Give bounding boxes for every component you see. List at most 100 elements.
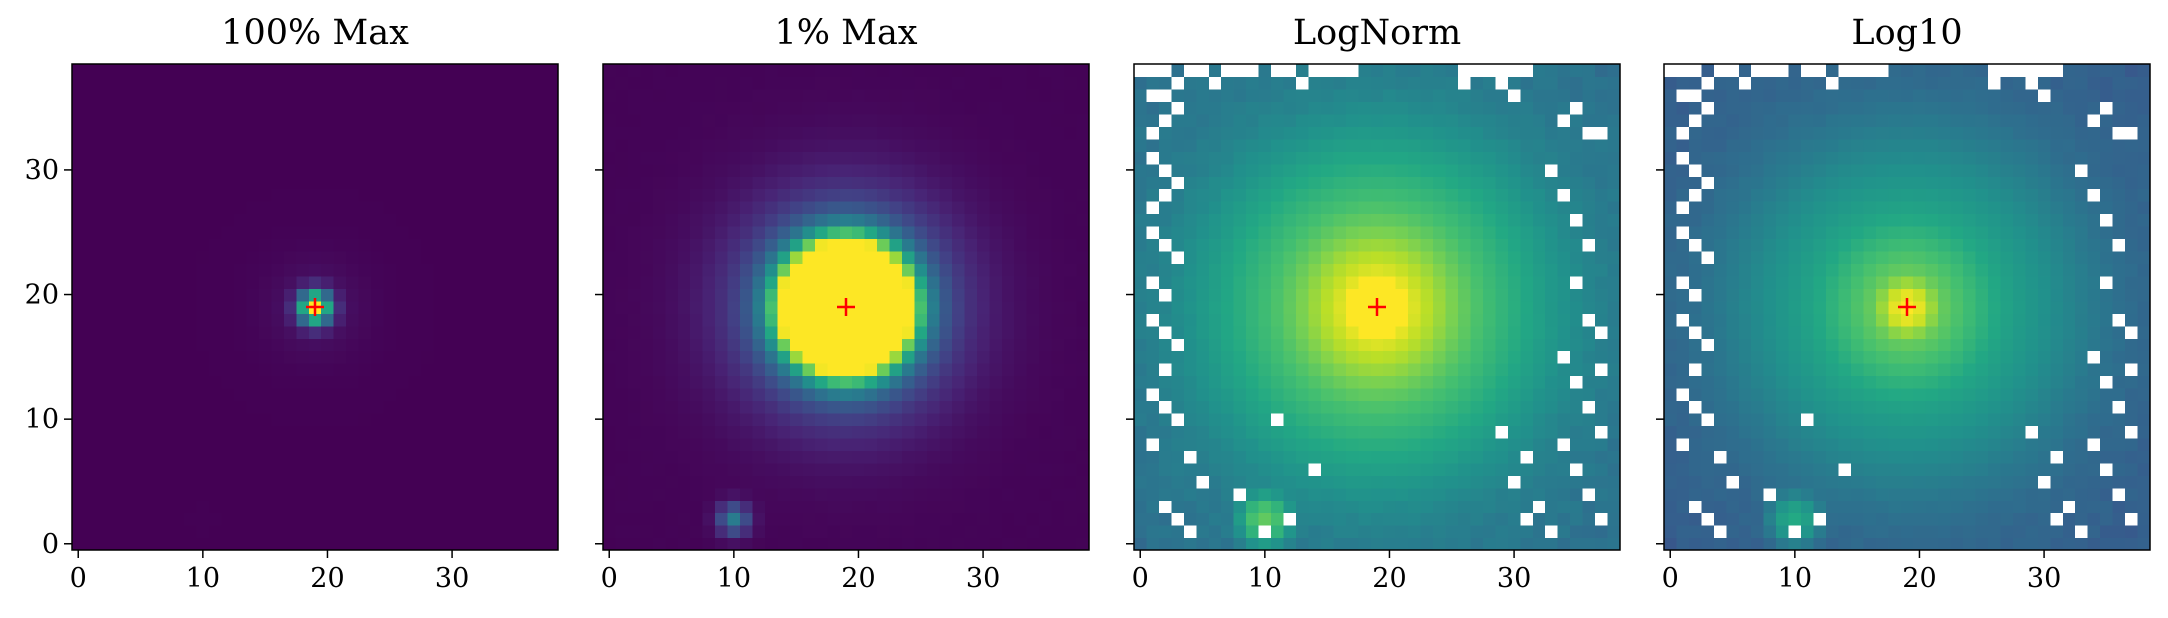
- heatmap-cell: [702, 275, 716, 289]
- heatmap-cell: [1320, 151, 1334, 165]
- heatmap-cell: [171, 76, 185, 90]
- heatmap-cell: [1751, 475, 1765, 489]
- heatmap-cell: [1183, 388, 1197, 402]
- heatmap-cell: [84, 500, 98, 514]
- heatmap-cell: [1458, 388, 1472, 402]
- heatmap-cell: [1420, 412, 1434, 426]
- heatmap-cell: [483, 263, 497, 277]
- heatmap-cell: [1664, 512, 1678, 526]
- heatmap-cell: [333, 138, 347, 152]
- heatmap-cell: [727, 238, 741, 252]
- heatmap-cell: [271, 537, 285, 551]
- heatmap-cell: [1134, 475, 1148, 489]
- heatmap-cell: [1738, 275, 1752, 289]
- heatmap-cell: [1383, 64, 1397, 78]
- heatmap-cell: [1001, 101, 1015, 115]
- heatmap-cell: [184, 537, 198, 551]
- heatmap-cell: [789, 475, 803, 489]
- heatmap-cell: [1557, 263, 1571, 277]
- heatmap-cell: [1445, 525, 1459, 539]
- heatmap-cell: [1134, 188, 1148, 202]
- heatmap-cell: [1233, 388, 1247, 402]
- heatmap-cell: [1470, 537, 1484, 551]
- heatmap-cell: [939, 188, 953, 202]
- heatmap-cell: [1026, 325, 1040, 339]
- heatmap-cell: [740, 64, 754, 78]
- heatmap-cell: [1395, 126, 1409, 140]
- heatmap-cell: [603, 400, 617, 414]
- heatmap-cell: [715, 437, 729, 451]
- heatmap-cell: [877, 363, 891, 377]
- heatmap-cell: [533, 64, 547, 78]
- heatmap-cell: [1358, 213, 1372, 227]
- heatmap-cell: [246, 487, 260, 501]
- heatmap-cell: [827, 350, 841, 364]
- heatmap-cell: [715, 126, 729, 140]
- heatmap-cell: [702, 113, 716, 127]
- heatmap-cell: [1208, 226, 1222, 240]
- heatmap-cell: [727, 450, 741, 464]
- heatmap-cell: [84, 325, 98, 339]
- heatmap-cell: [939, 226, 953, 240]
- heatmap-cell: [976, 263, 990, 277]
- heatmap-cell: [939, 300, 953, 314]
- heatmap-cell: [1664, 101, 1678, 115]
- heatmap-cell: [939, 275, 953, 289]
- heatmap-cell: [146, 188, 160, 202]
- heatmap-cell: [1196, 101, 1210, 115]
- heatmap-cell: [470, 400, 484, 414]
- heatmap-cell: [308, 213, 322, 227]
- heatmap-cell: [283, 363, 297, 377]
- heatmap-cell: [976, 64, 990, 78]
- heatmap-cell: [333, 126, 347, 140]
- heatmap-cell: [827, 113, 841, 127]
- heatmap-cell: [1713, 363, 1727, 377]
- heatmap-cell: [1482, 213, 1496, 227]
- heatmap-cell: [1246, 76, 1260, 90]
- heatmap-cell: [951, 163, 965, 177]
- heatmap-cell: [1039, 375, 1053, 389]
- heatmap-cell: [1688, 450, 1702, 464]
- heatmap-cell: [951, 537, 965, 551]
- heatmap-cell: [1051, 250, 1065, 264]
- heatmap-cell: [134, 412, 148, 426]
- heatmap-cell: [889, 88, 903, 102]
- heatmap-cell: [665, 238, 679, 252]
- heatmap-cell: [1445, 475, 1459, 489]
- heatmap-cell: [1701, 138, 1715, 152]
- heatmap-cell: [1171, 487, 1185, 501]
- heatmap-cell: [727, 400, 741, 414]
- heatmap-cell: [445, 176, 459, 190]
- heatmap-cell: [458, 462, 472, 476]
- heatmap-cell: [964, 226, 978, 240]
- heatmap-cell: [702, 487, 716, 501]
- heatmap-cell: [1751, 412, 1765, 426]
- heatmap-cell: [715, 226, 729, 240]
- heatmap-cell: [1738, 375, 1752, 389]
- heatmap-cell: [1420, 375, 1434, 389]
- heatmap-cell: [765, 475, 779, 489]
- heatmap-cell: [258, 388, 272, 402]
- heatmap-cell: [1607, 213, 1621, 227]
- heatmap-cell: [283, 226, 297, 240]
- heatmap-cell: [72, 101, 86, 115]
- heatmap-cell: [171, 450, 185, 464]
- heatmap-cell: [1233, 126, 1247, 140]
- heatmap-cell: [603, 425, 617, 439]
- heatmap-cell: [1676, 512, 1690, 526]
- heatmap-cell: [1039, 138, 1053, 152]
- heatmap-cell: [603, 412, 617, 426]
- heatmap-cell: [1582, 76, 1596, 90]
- heatmap-cell: [1283, 412, 1297, 426]
- heatmap-cell: [1532, 151, 1546, 165]
- heatmap-cell: [146, 300, 160, 314]
- heatmap-cell: [1358, 350, 1372, 364]
- heatmap-cell: [159, 437, 173, 451]
- heatmap-cell: [603, 250, 617, 264]
- heatmap-cell: [1420, 101, 1434, 115]
- heatmap-cell: [1171, 363, 1185, 377]
- heatmap-cell: [690, 462, 704, 476]
- heatmap-cell: [134, 437, 148, 451]
- heatmap-cell: [1171, 88, 1185, 102]
- heatmap-cell: [1308, 138, 1322, 152]
